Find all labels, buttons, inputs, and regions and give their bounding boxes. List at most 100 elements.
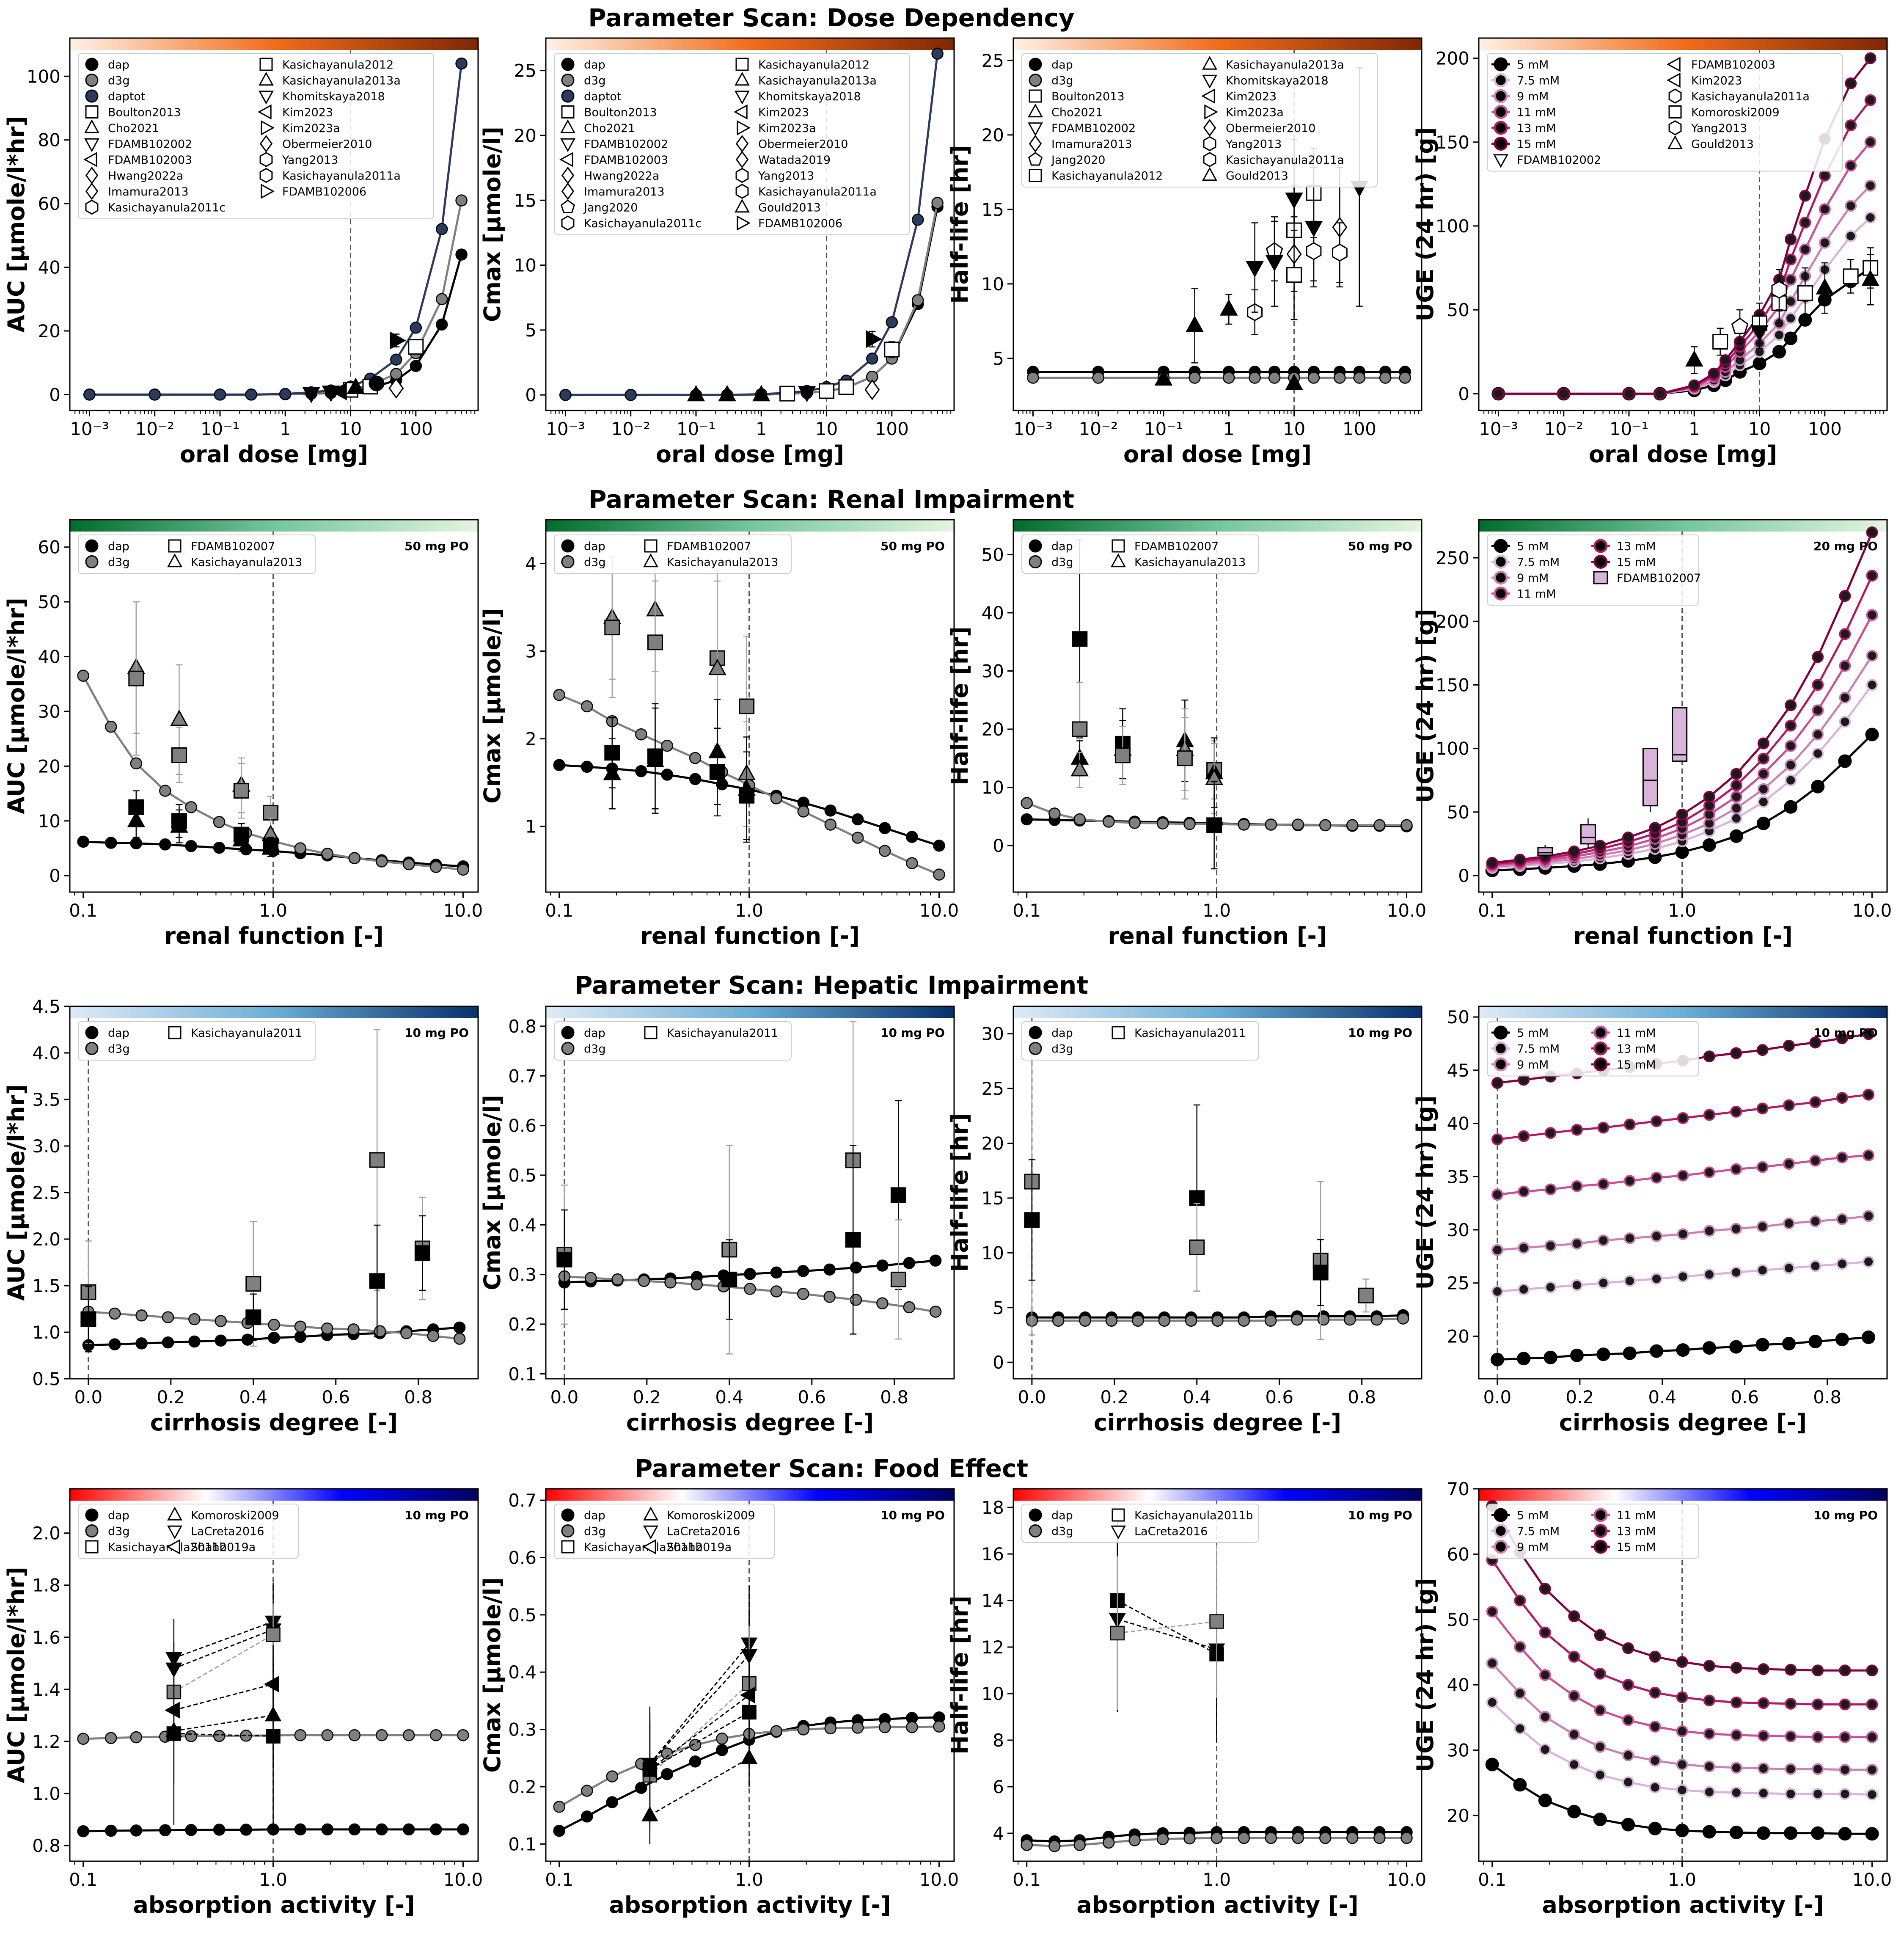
- plot-area: [77, 601, 469, 876]
- series-point: [1812, 1698, 1824, 1711]
- series-point: [1249, 372, 1261, 384]
- series-point: [929, 1254, 942, 1267]
- series-point: [294, 1320, 307, 1333]
- series-point: [1730, 779, 1742, 791]
- series-point: [744, 1268, 756, 1280]
- series-point: [1785, 312, 1797, 324]
- x-tick-label: 0.8: [404, 1387, 432, 1408]
- x-tick-label: 10.0: [1387, 1869, 1427, 1890]
- series-point: [1839, 590, 1851, 602]
- series-point: [581, 1810, 593, 1823]
- colorbar-strip: [1479, 1489, 1887, 1501]
- series-point: [1649, 1686, 1661, 1699]
- legend-marker: [561, 182, 575, 200]
- series-point: [1568, 1758, 1580, 1771]
- series-point: [1839, 660, 1851, 672]
- data-point: [369, 1152, 385, 1168]
- series-point: [1812, 1731, 1824, 1743]
- x-tick-label: 1.0: [735, 900, 763, 921]
- legend-marker: [1494, 570, 1508, 585]
- legend-marker: [561, 555, 575, 568]
- legend-entry: Shah2019a: [191, 1541, 256, 1554]
- series-point: [661, 1768, 673, 1780]
- legend-marker: [1494, 539, 1508, 553]
- series-point: [185, 801, 197, 813]
- series-point: [1677, 1112, 1689, 1124]
- legend-entry: FDAMB102006: [758, 217, 842, 230]
- legend-entry: dap: [108, 1027, 129, 1040]
- legend-entry: FDAMB102002: [1051, 122, 1136, 135]
- y-axis-label: AUC [µmole/l*hr]: [3, 598, 30, 814]
- series-point: [1836, 1152, 1848, 1163]
- series-point: [770, 1266, 783, 1279]
- legend: dap d3g Kasichayanula2011b Komoroski2009 LaC…: [78, 1504, 299, 1559]
- series-point: [1568, 845, 1580, 857]
- series-point: [1845, 160, 1857, 172]
- y-tick-label: 20: [514, 125, 537, 146]
- series-point: [1864, 212, 1876, 224]
- series-point: [1597, 1277, 1610, 1289]
- legend-marker: [737, 120, 751, 135]
- series-point: [294, 1823, 307, 1836]
- data-point: [740, 1749, 758, 1764]
- legend-entry: Boulton2013: [584, 106, 657, 119]
- series-point: [1811, 1826, 1825, 1840]
- series-point: [1783, 1262, 1795, 1274]
- x-axis-label: renal function [-]: [164, 923, 383, 949]
- series-point: [375, 1729, 388, 1741]
- legend: dap d3g Kasichayanula2011: [554, 1021, 792, 1061]
- series-point: [1812, 651, 1824, 663]
- series-point: [1703, 1727, 1715, 1740]
- x-tick-label: 10⁻³: [1013, 419, 1052, 439]
- legend-marker: [261, 120, 275, 135]
- series-point: [1862, 1330, 1876, 1344]
- series-point: [1703, 1660, 1715, 1672]
- data-point: [1843, 268, 1859, 284]
- legend-entry: dap: [584, 1509, 605, 1522]
- series-point: [130, 757, 143, 770]
- y-tick-label: 50: [1447, 1609, 1469, 1630]
- series-point: [1839, 1788, 1851, 1800]
- series-line: [1498, 185, 1871, 395]
- data-point: [641, 1806, 658, 1821]
- series-point: [1593, 1813, 1607, 1827]
- legend-entry: 9 mM: [1517, 1541, 1549, 1554]
- x-tick-label: 1.0: [735, 1869, 763, 1890]
- series-point: [268, 1319, 280, 1331]
- y-tick-label: 30: [1447, 1740, 1469, 1761]
- legend-entry: dap: [108, 540, 129, 553]
- x-axis-label: renal function [-]: [1573, 923, 1792, 949]
- series-point: [689, 1755, 702, 1768]
- data-point: [232, 830, 250, 847]
- legend-marker: [735, 151, 749, 168]
- y-tick-label: 20: [38, 756, 61, 777]
- axes-frame: [1478, 1488, 1888, 1862]
- series-point: [455, 57, 468, 70]
- y-tick-label: 15: [514, 190, 537, 211]
- series-point: [1570, 1348, 1584, 1362]
- series-point: [1839, 692, 1851, 704]
- series-point: [851, 813, 864, 826]
- legend-marker: [85, 199, 99, 215]
- series-point: [1785, 1664, 1797, 1676]
- series-point: [1702, 1825, 1716, 1839]
- y-tick-label: 20: [1447, 1805, 1469, 1826]
- y-tick-label: 3.0: [32, 1136, 61, 1157]
- y-axis-label: Half-life [hr]: [946, 1113, 973, 1272]
- legend-entry: dap: [584, 540, 605, 553]
- legend-marker: [642, 1539, 656, 1554]
- x-axis-label: oral dose [mg]: [1589, 441, 1777, 468]
- legend-entry: 7.5 mM: [1517, 1043, 1560, 1056]
- x-tick-label: 1.0: [259, 1869, 287, 1890]
- colorbar-strip: [70, 1006, 478, 1018]
- dose-note: 10 mg PO: [880, 1026, 945, 1040]
- legend: dap d3g Kasichayanula2011: [78, 1021, 316, 1061]
- series-point: [1866, 650, 1878, 662]
- x-tick-label: 10: [1748, 419, 1771, 439]
- chart-panel-r3-c1: 0.1 1.0 10.0 0.1 0.2 0.3 0.4 0.5 0.6 0.7 absorptio…: [479, 1488, 959, 1918]
- series-point: [390, 368, 402, 380]
- pair-connector: [649, 1694, 750, 1770]
- legend-entry: d3g: [108, 74, 129, 88]
- y-tick-label: 1.8: [32, 1575, 61, 1596]
- legend-marker: [1112, 1508, 1125, 1522]
